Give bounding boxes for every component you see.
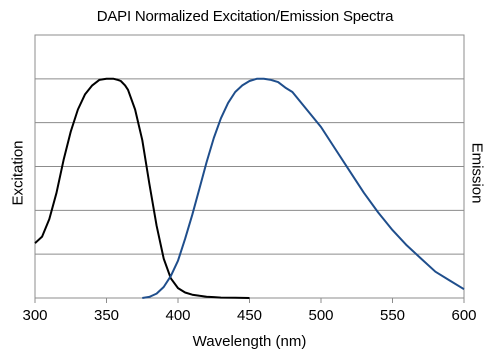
x-tick-label-450: 450 xyxy=(237,307,262,324)
x-tick-label-350: 350 xyxy=(94,307,119,324)
series-line-excitation xyxy=(34,77,250,299)
y-axis-label-left: Excitation xyxy=(9,140,27,206)
x-tick-label-400: 400 xyxy=(165,307,190,324)
x-tick-label-550: 550 xyxy=(380,307,405,324)
chart-title: DAPI Normalized Excitation/Emission Spec… xyxy=(96,8,394,25)
x-tick-label-300: 300 xyxy=(22,307,47,324)
y-axis-label-right: Emission xyxy=(468,142,486,204)
x-tick-label-500: 500 xyxy=(308,307,333,324)
series-line-emission xyxy=(142,77,465,299)
x-tick-label-600: 600 xyxy=(451,307,476,324)
x-axis-label: Wavelength (nm) xyxy=(192,333,307,350)
